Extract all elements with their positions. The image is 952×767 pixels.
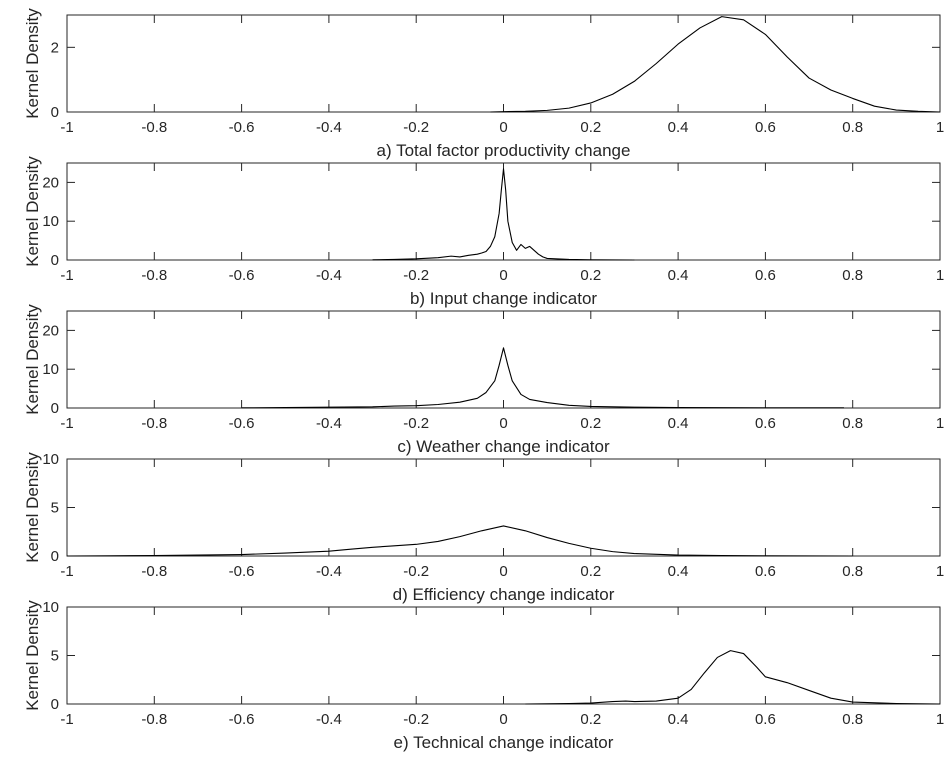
x-tick-label: 0.4 — [668, 563, 689, 580]
x-tick-label: -0.8 — [141, 119, 167, 136]
x-tick-label: 0.4 — [668, 267, 689, 284]
x-tick-label: 0.2 — [580, 563, 601, 580]
chart-panel-2: -1 -0.8 -0.6 -0.4 -0.2 0 0.2 0.4 0.6 0.8 101020Ker… — [23, 156, 944, 308]
x-tick-label: -0.4 — [316, 563, 342, 580]
y-tick-label: 10 — [42, 361, 59, 378]
plot-area-frame — [66, 162, 941, 261]
x-tick-label: 0.4 — [668, 711, 689, 728]
chart-panel-5: -1 -0.8 -0.6 -0.4 -0.2 0 0.2 0.4 0.6 0.8 10510Kern… — [23, 599, 944, 752]
density-curve — [490, 16, 941, 113]
panel-caption: d) Efficiency change indicator — [393, 585, 615, 604]
x-tick-label: 0.2 — [580, 119, 601, 136]
plot-area-frame — [66, 458, 941, 557]
x-tick-label: -0.6 — [229, 267, 255, 284]
x-tick-label: -0.8 — [141, 415, 167, 432]
plot-area-frame — [66, 310, 941, 409]
x-tick-label: 0.8 — [842, 119, 863, 136]
density-curve — [372, 168, 635, 261]
x-tick-label: -1 — [60, 415, 73, 432]
x-tick-label: -0.2 — [403, 415, 429, 432]
x-tick-label: 0.2 — [580, 711, 601, 728]
y-tick-label: 10 — [42, 451, 59, 468]
x-tick-label: 0 — [499, 119, 507, 136]
x-tick-label: -0.4 — [316, 119, 342, 136]
x-tick-label: 1 — [936, 563, 944, 580]
x-tick-label: -0.4 — [316, 415, 342, 432]
chart-panel-3: -1 -0.8 -0.6 -0.4 -0.2 0 0.2 0.4 0.6 0.8 101020Ker… — [23, 304, 944, 456]
y-tick-label: 0 — [51, 252, 59, 269]
x-tick-label: 0.8 — [842, 563, 863, 580]
x-tick-label: -0.4 — [316, 267, 342, 284]
density-curve — [241, 347, 844, 409]
panel-caption: b) Input change indicator — [410, 289, 597, 308]
x-tick-label: 0 — [499, 711, 507, 728]
y-tick-label: 0 — [51, 548, 59, 565]
x-tick-label: 0.6 — [755, 267, 776, 284]
chart-panel-1: -1 -0.8 -0.6 -0.4 -0.2 0 0.2 0.4 0.6 0.8 1 0 2 Kernel… — [23, 8, 944, 160]
plot-area-frame — [66, 606, 941, 705]
x-tick-label: -0.8 — [141, 267, 167, 284]
y-tick-label: 0 — [51, 400, 59, 417]
y-tick-label: 2 — [51, 39, 59, 56]
x-tick-label: -0.6 — [229, 563, 255, 580]
y-tick-label: 10 — [42, 213, 59, 230]
x-tick-label: 1 — [936, 711, 944, 728]
x-tick-label: -0.2 — [403, 711, 429, 728]
x-tick-label: -0.2 — [403, 267, 429, 284]
x-tick-label: -0.8 — [141, 563, 167, 580]
x-tick-label: 1 — [936, 415, 944, 432]
x-tick-label: -1 — [60, 563, 73, 580]
x-tick-label: -1 — [60, 267, 73, 284]
x-tick-label: -0.6 — [229, 711, 255, 728]
x-tick-label: 0.6 — [755, 711, 776, 728]
x-tick-label: 0.6 — [755, 415, 776, 432]
panel-caption: e) Technical change indicator — [394, 733, 614, 752]
panel-caption: a) Total factor productivity change — [377, 141, 631, 160]
y-tick-label: 0 — [51, 696, 59, 713]
x-tick-label: 0 — [499, 267, 507, 284]
x-tick-label: 0.8 — [842, 711, 863, 728]
y-tick-label: 0 — [51, 104, 59, 121]
chart-panel-4: -1 -0.8 -0.6 -0.4 -0.2 0 0.2 0.4 0.6 0.8 10510Kern… — [23, 451, 944, 604]
y-tick-label: 10 — [42, 599, 59, 616]
x-tick-label: -0.4 — [316, 711, 342, 728]
density-curve — [525, 650, 941, 705]
y-axis-title: Kernel Density — [23, 156, 42, 267]
y-axis-title: Kernel Density — [23, 452, 42, 563]
x-tick-label: 0.4 — [668, 415, 689, 432]
x-tick-label: 0.8 — [842, 415, 863, 432]
x-tick-label: 0.2 — [580, 267, 601, 284]
y-axis-title: Kernel Density — [23, 8, 42, 119]
density-curve — [66, 525, 853, 557]
x-tick-label: -0.8 — [141, 711, 167, 728]
x-tick-label: -1 — [60, 119, 73, 136]
x-tick-label: 0.6 — [755, 119, 776, 136]
y-axis-title: Kernel Density — [23, 600, 42, 711]
y-tick-label: 20 — [42, 174, 59, 191]
x-tick-label: -0.2 — [403, 563, 429, 580]
x-tick-label: 0 — [499, 415, 507, 432]
y-tick-label: 20 — [42, 322, 59, 339]
x-tick-label: -0.6 — [229, 415, 255, 432]
x-tick-label: 0.6 — [755, 563, 776, 580]
x-tick-label: -1 — [60, 711, 73, 728]
y-tick-label: 5 — [51, 500, 59, 517]
x-tick-label: 1 — [936, 119, 944, 136]
x-tick-label: 0.8 — [842, 267, 863, 284]
plot-area-frame — [66, 14, 941, 113]
x-tick-label: -0.6 — [229, 119, 255, 136]
y-tick-label: 5 — [51, 648, 59, 665]
x-tick-label: 0 — [499, 563, 507, 580]
x-tick-label: 0.2 — [580, 415, 601, 432]
x-tick-label: 0.4 — [668, 119, 689, 136]
x-tick-label: -0.2 — [403, 119, 429, 136]
x-tick-label: 1 — [936, 267, 944, 284]
y-axis-title: Kernel Density — [23, 304, 42, 415]
panel-caption: c) Weather change indicator — [397, 437, 610, 456]
